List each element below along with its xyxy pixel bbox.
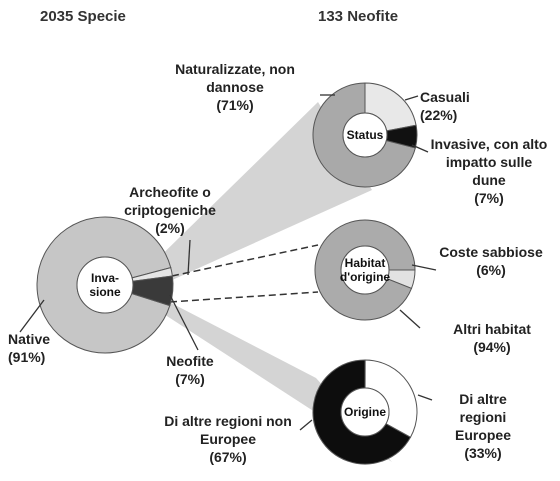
center-label: Habitat d'origine <box>339 250 391 290</box>
leaders <box>19 94 437 431</box>
segment-label: Di altre regioni non Europee (67%) <box>148 412 308 466</box>
segment-label: Invasive, con alto impatto sulle dune (7%… <box>428 135 550 207</box>
center-text: Status <box>346 128 384 142</box>
connector-band <box>138 102 372 290</box>
value-label: (71%) <box>216 97 254 113</box>
center-text: Origine <box>343 405 386 419</box>
value-label: (91%) <box>8 349 46 365</box>
category-name: Archeofite o criptogeniche <box>124 184 216 218</box>
value-label: (33%) <box>464 445 502 461</box>
leader <box>187 239 191 276</box>
value-label: (94%) <box>473 339 511 355</box>
value-label: (22%) <box>420 107 458 123</box>
value-label: (6%) <box>476 262 506 278</box>
center-text: Inva-sione <box>89 271 121 299</box>
center-label: Origine <box>341 392 389 432</box>
donut-hole <box>340 387 390 437</box>
header: 2035 Specie <box>40 8 126 25</box>
category-name: Native <box>8 331 51 347</box>
segment-label: Altri habitat (94%) <box>436 320 548 356</box>
value-label: (67%) <box>209 449 247 465</box>
leader <box>169 294 199 351</box>
value-label: (2%) <box>155 220 185 236</box>
category-name: Naturalizzate, non dannose <box>175 61 295 95</box>
connector-dash <box>171 244 319 277</box>
header: 133 Neofite <box>318 8 399 25</box>
category-name: Coste sabbiose <box>439 244 543 260</box>
leader <box>404 95 419 101</box>
category-name: Di altre regioni Europee <box>454 391 511 443</box>
segment-label: Neofite (7%) <box>150 352 230 388</box>
leader <box>411 264 437 271</box>
leader <box>19 299 45 333</box>
connector-dash <box>169 291 319 303</box>
value-label: (7%) <box>474 190 504 206</box>
donut-hole <box>340 245 390 295</box>
category-name: Casuali <box>420 89 470 105</box>
segment-label: Di altre regioni Europee (33%) <box>440 390 526 462</box>
center-label: Status <box>343 115 387 155</box>
leader <box>399 309 421 329</box>
category-name: Invasive, con alto impatto sulle dune <box>430 136 548 188</box>
donut-hole <box>76 256 134 314</box>
value-label: (7%) <box>175 371 205 387</box>
segment-label: Coste sabbiose (6%) <box>436 243 546 279</box>
center-text: Habitat d'origine <box>339 256 391 284</box>
category-name: Di altre regioni non Europee <box>164 413 292 447</box>
donut-hole <box>342 112 388 158</box>
leader <box>299 419 313 431</box>
segment-label: Casuali (22%) <box>420 88 550 124</box>
segment-label: Archeofite o criptogeniche (2%) <box>110 183 230 237</box>
leader <box>411 144 429 153</box>
segment-label: Native (91%) <box>8 330 68 366</box>
center-label: Inva-sione <box>80 265 130 305</box>
category-name: Altri habitat <box>453 321 531 337</box>
leader <box>417 394 433 401</box>
segment-label: Naturalizzate, non dannose (71%) <box>150 60 320 114</box>
category-name: Neofite <box>166 353 214 369</box>
